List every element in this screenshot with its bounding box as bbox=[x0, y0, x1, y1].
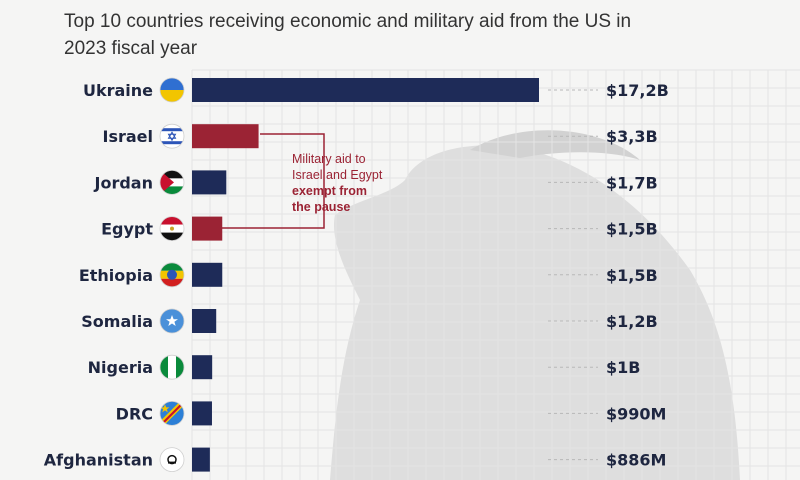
value-label-drc: $990M bbox=[606, 404, 666, 423]
country-label-somalia: Somalia bbox=[81, 312, 153, 331]
bar-drc bbox=[192, 401, 212, 426]
bar-row-somalia: Somalia $1,2B bbox=[81, 308, 658, 334]
bar-ukraine bbox=[192, 78, 539, 102]
silhouette-background bbox=[330, 130, 740, 480]
value-label-ukraine: $17,2B bbox=[606, 81, 669, 100]
country-label-ethiopia: Ethiopia bbox=[79, 266, 153, 285]
bar-somalia bbox=[192, 309, 217, 333]
jordan-flag-icon bbox=[159, 169, 185, 195]
somalia-flag-icon bbox=[159, 308, 185, 334]
chart-grid bbox=[191, 69, 800, 480]
bar-row-drc: DRC $990M bbox=[116, 400, 666, 426]
bar-row-afghanistan: Afghanistan $886M bbox=[44, 447, 666, 473]
annotation-bold-line-1: exempt from bbox=[292, 184, 367, 198]
annotation-bold-line-2: the pause bbox=[292, 200, 350, 214]
country-label-israel: Israel bbox=[103, 127, 154, 146]
country-label-jordan: Jordan bbox=[94, 173, 153, 192]
afghanistan-flag-icon bbox=[159, 447, 185, 473]
bar-row-nigeria: Nigeria $1B bbox=[88, 354, 640, 380]
chart-title: Top 10 countries receiving economic and … bbox=[64, 11, 632, 59]
value-label-jordan: $1,7B bbox=[606, 173, 658, 192]
country-label-egypt: Egypt bbox=[101, 220, 153, 239]
country-label-afghanistan: Afghanistan bbox=[44, 451, 153, 470]
ukraine-flag-icon bbox=[159, 77, 185, 103]
bar-egypt bbox=[192, 216, 223, 241]
country-label-drc: DRC bbox=[116, 404, 153, 423]
chart-rows: Ukraine $17,2B Israel $3,3B Jordan $1,7B Egypt… bbox=[44, 77, 669, 473]
country-label-ukraine: Ukraine bbox=[83, 81, 153, 100]
annotation-callout: Military aid to Israel and Egypt exempt … bbox=[222, 133, 383, 229]
egypt-flag-icon bbox=[159, 216, 185, 242]
ethiopia-flag-icon bbox=[159, 262, 185, 288]
annotation-bracket bbox=[222, 133, 325, 229]
value-label-nigeria: $1B bbox=[606, 358, 640, 377]
bar-israel bbox=[192, 124, 259, 149]
value-label-afghanistan: $886M bbox=[606, 451, 666, 470]
country-label-nigeria: Nigeria bbox=[88, 358, 153, 377]
value-label-egypt: $1,5B bbox=[606, 220, 658, 239]
bar-row-egypt: Egypt $1,5B bbox=[101, 216, 658, 242]
drc-flag-icon bbox=[159, 400, 185, 426]
nigeria-flag-icon bbox=[159, 354, 185, 380]
value-label-ethiopia: $1,5B bbox=[606, 266, 658, 285]
bar-ethiopia bbox=[192, 262, 223, 287]
israel-flag-icon bbox=[159, 123, 185, 149]
annotation-line-1: Military aid to bbox=[292, 152, 366, 166]
bar-jordan bbox=[192, 170, 227, 195]
value-label-somalia: $1,2B bbox=[606, 312, 658, 331]
bar-row-ethiopia: Ethiopia $1,5B bbox=[79, 262, 658, 288]
bar-row-jordan: Jordan $1,7B bbox=[94, 169, 658, 195]
bar-afghanistan bbox=[192, 447, 210, 472]
bar-row-israel: Israel $3,3B bbox=[103, 123, 658, 149]
annotation-line-2: Israel and Egypt bbox=[292, 168, 383, 182]
value-label-israel: $3,3B bbox=[606, 127, 658, 146]
bar-row-ukraine: Ukraine $17,2B bbox=[83, 77, 669, 103]
bar-nigeria bbox=[192, 355, 213, 380]
